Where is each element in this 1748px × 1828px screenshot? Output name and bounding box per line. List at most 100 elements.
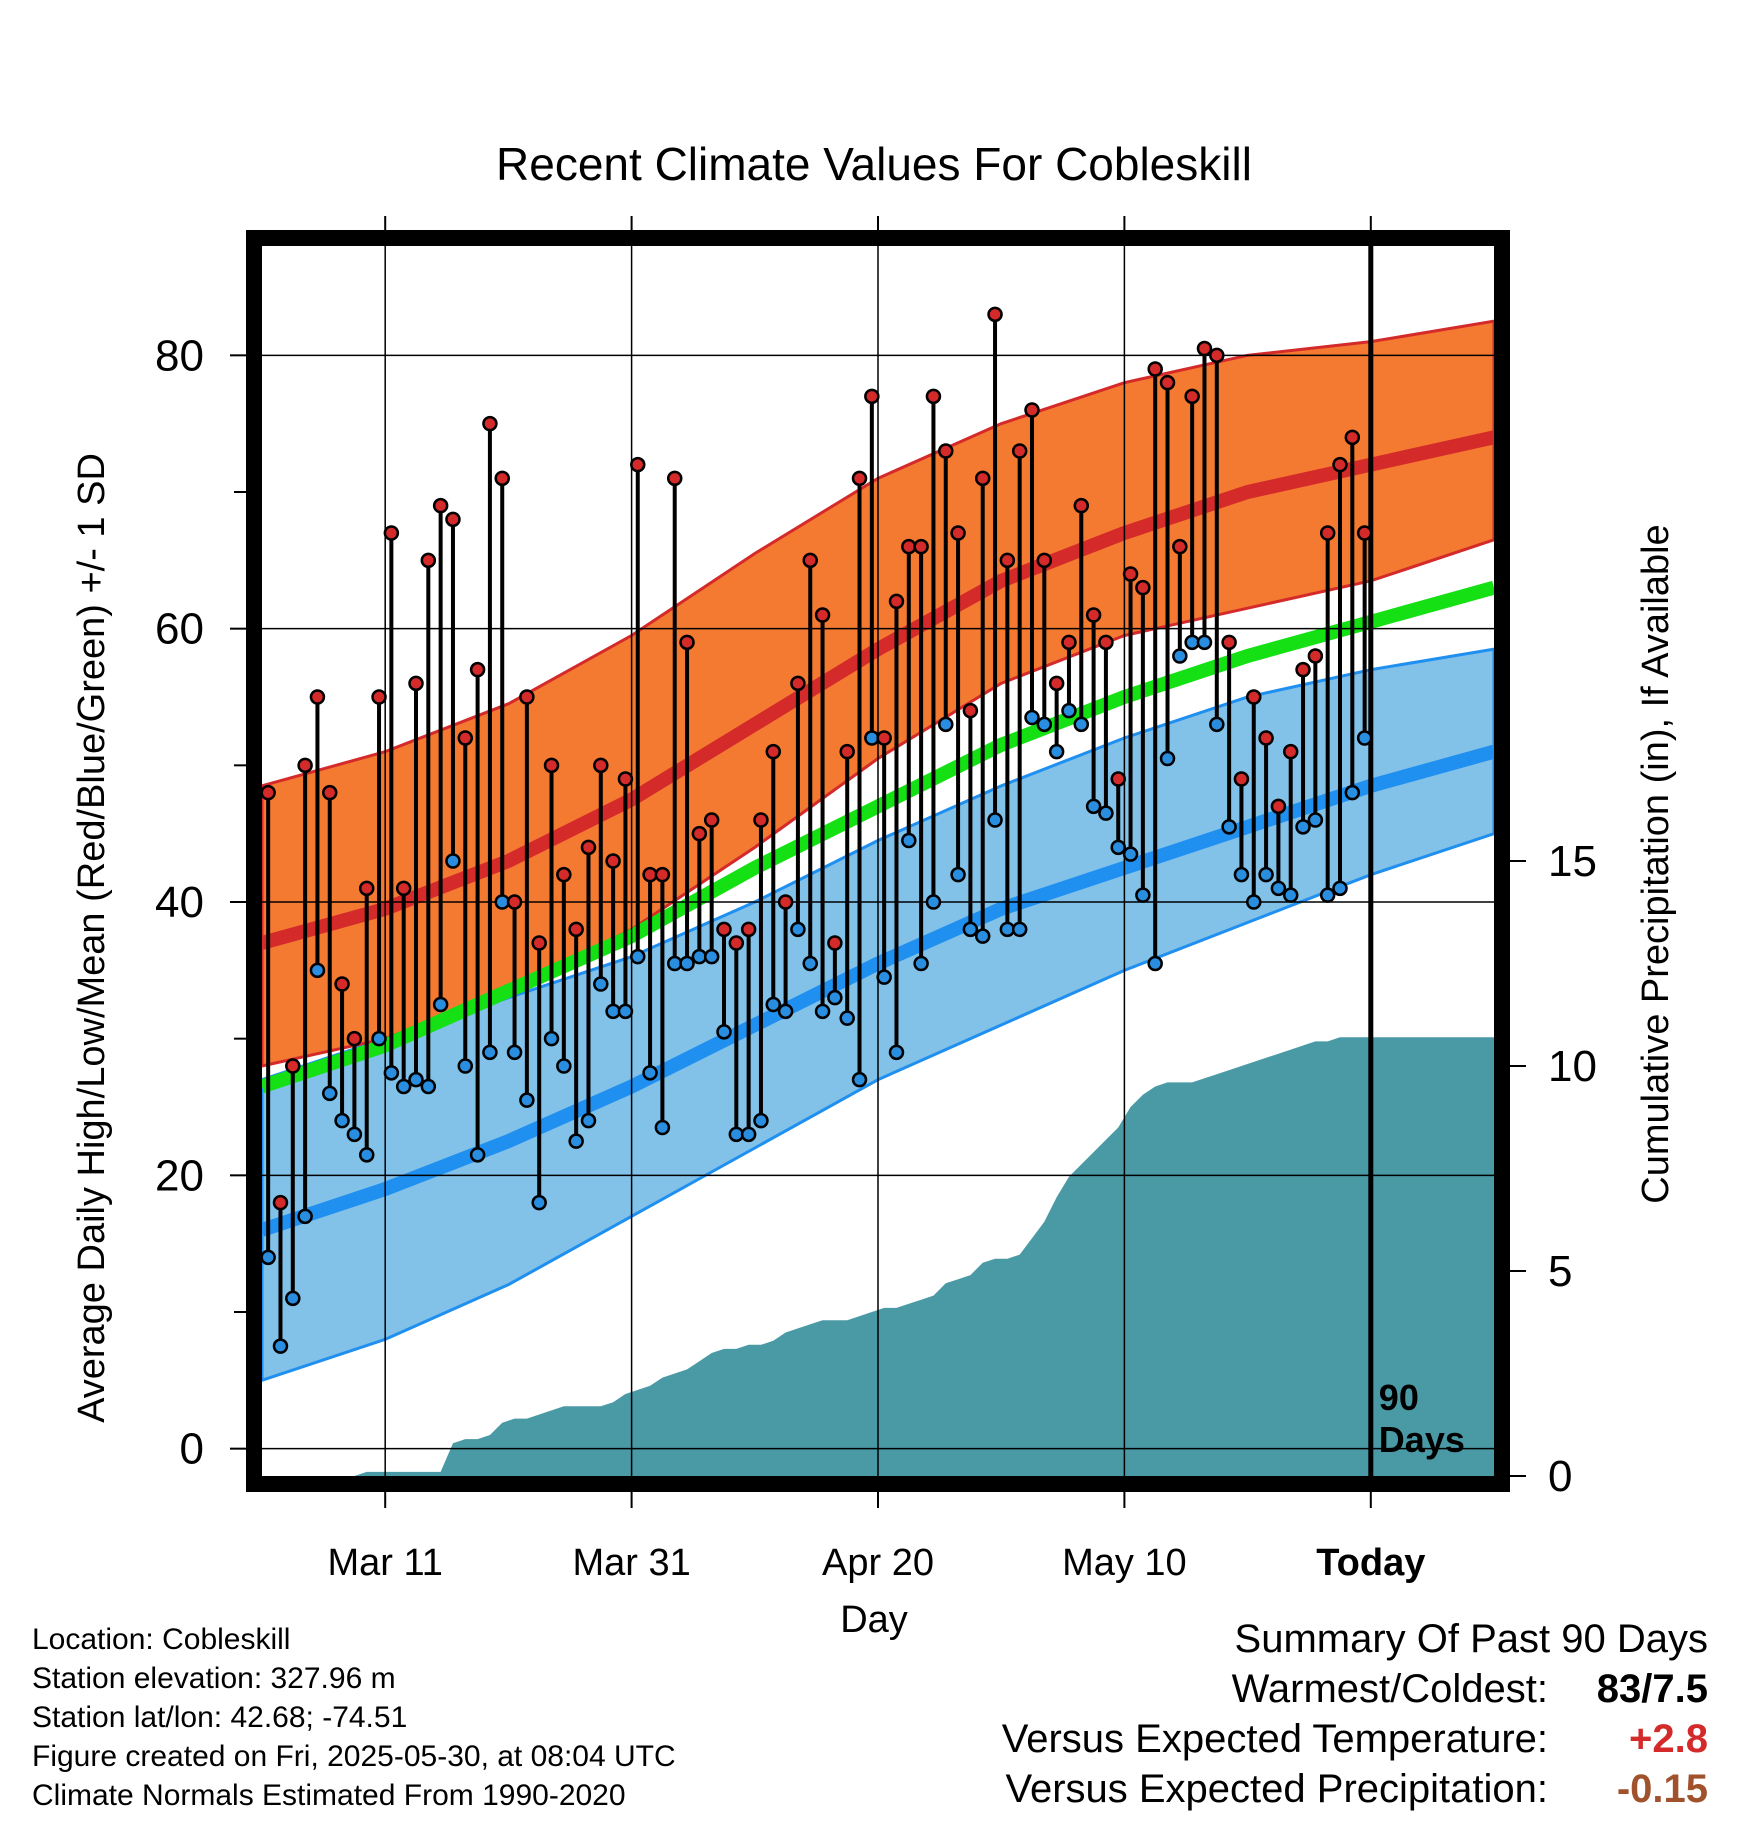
daily-low-point bbox=[285, 1290, 301, 1307]
daily-high-point bbox=[1085, 607, 1102, 623]
chart-title: Recent Climate Values For Cobleskill bbox=[496, 138, 1252, 190]
daily-high-point bbox=[1332, 456, 1348, 473]
normals-text: Climate Normals Estimated From 1990-2020 bbox=[32, 1779, 626, 1812]
daily-high-point bbox=[1036, 552, 1053, 569]
daily-high-point bbox=[494, 470, 510, 487]
daily-low-point bbox=[1048, 743, 1065, 760]
y-right-tick-label: 0 bbox=[1548, 1452, 1572, 1501]
created-text: Figure created on Fri, 2025-05-30, at 08… bbox=[32, 1740, 676, 1773]
daily-high-point bbox=[1048, 675, 1065, 692]
x-tick-label: Today bbox=[1316, 1542, 1425, 1584]
daily-high-point bbox=[913, 538, 929, 555]
daily-high-point bbox=[272, 1194, 289, 1211]
daily-high-point bbox=[1282, 743, 1299, 760]
daily-high-point bbox=[987, 306, 1003, 323]
daily-low-point bbox=[962, 921, 979, 938]
daily-low-point bbox=[654, 1119, 671, 1136]
daily-high-point bbox=[888, 593, 905, 610]
daily-high-point bbox=[531, 935, 547, 951]
daily-high-point bbox=[1110, 771, 1126, 787]
daily-high-point bbox=[556, 866, 572, 883]
y-right-tick-label: 10 bbox=[1548, 1042, 1597, 1091]
daily-low-point bbox=[1258, 866, 1274, 883]
daily-low-point bbox=[666, 955, 683, 972]
daily-low-point bbox=[494, 894, 510, 910]
x-tick-label: Mar 31 bbox=[572, 1542, 690, 1584]
latlon-text: Station lat/lon: 42.68; -74.51 bbox=[32, 1701, 408, 1734]
daily-low-point bbox=[1122, 846, 1139, 862]
daily-low-point bbox=[753, 1112, 769, 1129]
daily-low-point bbox=[617, 1003, 634, 1020]
daily-low-point bbox=[346, 1126, 363, 1143]
daily-low-point bbox=[703, 948, 720, 965]
y-axis-left-title: Average Daily High/Low/Mean (Red/Blue/Gr… bbox=[71, 453, 113, 1423]
daily-low-point bbox=[1184, 634, 1200, 651]
daily-high-point bbox=[408, 675, 424, 692]
daily-low-point bbox=[1307, 812, 1324, 828]
daily-low-point bbox=[1172, 648, 1188, 664]
daily-low-point bbox=[260, 1249, 276, 1266]
daily-high-point bbox=[864, 388, 880, 405]
daily-high-point bbox=[740, 921, 757, 938]
daily-low-point bbox=[1110, 839, 1126, 856]
daily-high-point bbox=[1356, 525, 1373, 541]
daily-low-point bbox=[334, 1112, 350, 1129]
daily-low-point bbox=[1209, 716, 1225, 733]
daily-high-point bbox=[617, 771, 634, 787]
daily-low-point bbox=[568, 1133, 584, 1149]
daily-high-point bbox=[445, 511, 461, 528]
daily-low-point bbox=[987, 812, 1003, 828]
daily-low-point bbox=[1319, 887, 1336, 903]
daily-high-point bbox=[938, 443, 954, 459]
y-axis-right-title: Cumulative Precipitation (in), If Availa… bbox=[1635, 524, 1677, 1203]
y-left-tick-label: 0 bbox=[180, 1425, 204, 1474]
daily-low-point bbox=[913, 955, 929, 972]
daily-high-point bbox=[703, 812, 720, 828]
daily-low-point bbox=[802, 955, 818, 972]
daily-high-point bbox=[716, 921, 732, 938]
daily-low-point bbox=[1098, 805, 1114, 821]
summary-temperature: Versus Expected Temperature: +2.8 bbox=[1002, 1714, 1708, 1764]
daily-high-point bbox=[1344, 429, 1361, 446]
daily-high-point bbox=[605, 853, 621, 869]
daily-low-point bbox=[1221, 819, 1237, 835]
y-right-tick-label: 15 bbox=[1548, 837, 1597, 886]
daily-low-point bbox=[297, 1208, 313, 1225]
daily-high-point bbox=[1246, 689, 1262, 705]
daily-low-point bbox=[469, 1147, 486, 1163]
daily-high-point bbox=[322, 784, 338, 801]
elevation-text: Station elevation: 327.96 m bbox=[32, 1662, 396, 1695]
daily-high-point bbox=[260, 784, 276, 801]
daily-low-point bbox=[999, 921, 1016, 938]
daily-low-point bbox=[383, 1065, 400, 1081]
precip-value: -0.15 bbox=[1616, 1767, 1708, 1811]
daily-high-point bbox=[851, 470, 868, 487]
daily-high-point bbox=[642, 866, 658, 883]
daily-low-point bbox=[1246, 894, 1262, 910]
daily-high-point bbox=[679, 634, 695, 651]
daily-high-point bbox=[568, 921, 584, 938]
daily-high-point bbox=[753, 812, 769, 828]
daily-low-point bbox=[888, 1044, 905, 1061]
daily-low-point bbox=[506, 1044, 523, 1061]
precip-label: Versus Expected Precipitation: bbox=[1005, 1767, 1548, 1811]
daily-high-point bbox=[777, 894, 794, 910]
daily-low-point bbox=[1196, 634, 1213, 651]
daily-high-point bbox=[802, 552, 818, 569]
daily-low-point bbox=[605, 1003, 621, 1020]
daily-low-point bbox=[531, 1194, 547, 1211]
daily-high-point bbox=[543, 757, 560, 774]
daily-high-point bbox=[1233, 771, 1250, 787]
daily-low-point bbox=[482, 1044, 498, 1061]
daily-high-point bbox=[999, 552, 1016, 569]
daily-high-point bbox=[457, 730, 474, 746]
daily-high-point bbox=[506, 894, 523, 910]
plot-frame bbox=[246, 230, 1510, 1492]
daily-high-point bbox=[482, 415, 498, 432]
station-info: Location: Cobleskill Station elevation: … bbox=[32, 1620, 676, 1815]
daily-low-point bbox=[322, 1085, 338, 1102]
daily-high-point bbox=[383, 525, 400, 541]
today-label-unit: Days bbox=[1379, 1419, 1465, 1460]
daily-high-point bbox=[974, 470, 991, 487]
daily-high-point bbox=[962, 702, 979, 719]
